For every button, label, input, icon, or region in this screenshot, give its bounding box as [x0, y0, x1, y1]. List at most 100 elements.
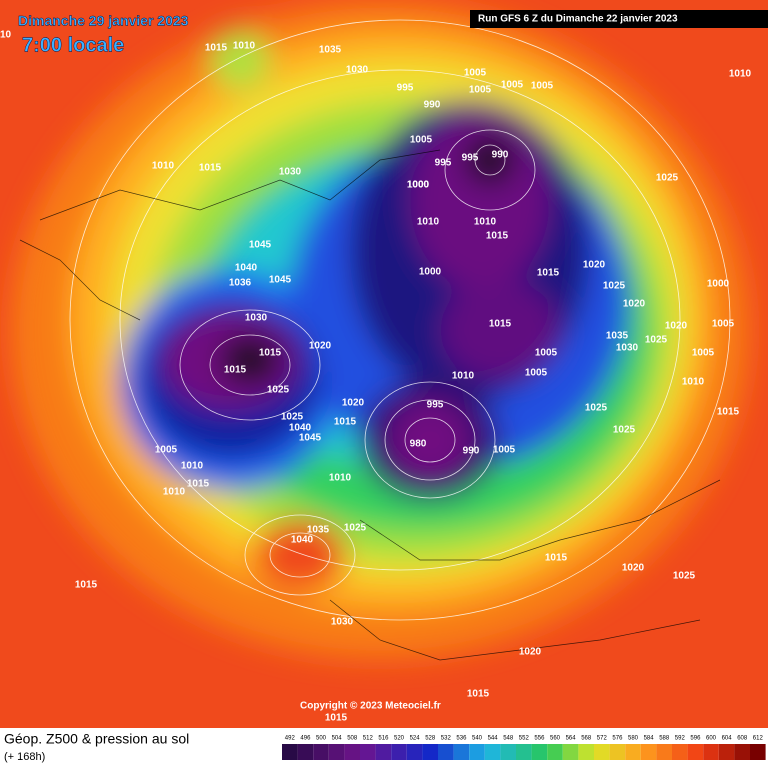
scale-label: 520	[394, 736, 405, 742]
scale-label: 544	[488, 736, 499, 742]
scale-label: 568	[581, 736, 592, 742]
scale-swatch	[391, 744, 407, 760]
isobar-label: 1020	[309, 341, 332, 352]
isobar-label: 1005	[525, 368, 548, 379]
scale-swatch	[656, 744, 672, 760]
scale-label: 548	[503, 736, 514, 742]
isobar-label: 1005	[493, 445, 516, 456]
scale-swatch	[313, 744, 329, 760]
scale-label: 604	[722, 736, 733, 742]
scale-swatch	[687, 744, 704, 760]
isobar-label: 1020	[665, 321, 688, 332]
scale-swatch	[578, 744, 594, 760]
scale-label: 584	[644, 736, 655, 742]
isobar-label: 1015	[199, 163, 222, 174]
scale-swatch	[484, 744, 501, 760]
scale-label: 552	[519, 736, 530, 742]
isobar-label: 1045	[249, 240, 272, 251]
scale-label: 556	[534, 736, 545, 742]
scale-label: 512	[363, 736, 374, 742]
isobar-label: 1020	[519, 647, 542, 658]
scale-swatch	[282, 744, 298, 760]
isobar-label: 1010	[452, 371, 475, 382]
scale-label: 528	[425, 736, 436, 742]
isobar-label: 1020	[342, 398, 365, 409]
isobar-label: 1030	[346, 65, 369, 76]
scale-label: 600	[706, 736, 717, 742]
scale-swatch	[297, 744, 314, 760]
scale-swatch	[360, 744, 376, 760]
isobar-label: 1020	[623, 299, 646, 310]
scale-swatch	[469, 744, 485, 760]
scale-label: 500	[316, 736, 327, 742]
isobar-label: 1040	[235, 263, 258, 274]
isobar-label: 1030	[331, 617, 354, 628]
isobar-label: 1015	[537, 268, 560, 279]
scale-swatch	[594, 744, 610, 760]
scale-swatch	[703, 744, 719, 760]
isobar-label: 1030	[245, 313, 268, 324]
isobar-label: 1040	[291, 535, 314, 546]
scale-swatch	[750, 744, 766, 760]
scale-swatch	[328, 744, 345, 760]
isobar-label: 1015	[467, 689, 490, 700]
scale-swatch	[406, 744, 423, 760]
forecast-date: Dimanche 29 janvier 2023	[18, 13, 189, 29]
isobar-label: 1010	[233, 41, 256, 52]
isobar-label: 1036	[229, 278, 252, 289]
run-info: Run GFS 6 Z du Dimanche 22 janvier 2023	[478, 14, 678, 25]
isobar-label: 990	[424, 100, 441, 111]
isobar-label: 1010	[329, 473, 352, 484]
isobar-label: 1015	[489, 319, 512, 330]
scale-label: 536	[456, 736, 467, 742]
isobar-label: 1015	[325, 713, 348, 724]
isobar-label: 1005	[531, 81, 554, 92]
legend-title: Géop. Z500 & pression au sol	[4, 731, 189, 747]
scale-swatch	[718, 744, 735, 760]
isobar-label: 1025	[656, 173, 679, 184]
isobar-label: 1015	[717, 407, 740, 418]
isobar-label: 1005	[464, 68, 487, 79]
scale-label: 532	[441, 736, 452, 742]
isobar-label: 1010	[417, 217, 440, 228]
isobar-label: 1025	[344, 523, 367, 534]
scale-label: 560	[550, 736, 561, 742]
isobar-label: 1025	[613, 425, 636, 436]
isobar-label: 1030	[279, 167, 302, 178]
isobar-label: 1035	[307, 525, 330, 536]
scale-swatch	[625, 744, 641, 760]
scale-swatch	[422, 744, 438, 760]
isobar-label: 1010	[163, 487, 186, 498]
run-banner	[470, 10, 768, 28]
scale-swatch	[609, 744, 626, 760]
isobar-label: 990	[463, 446, 480, 457]
scale-label: 596	[690, 736, 701, 742]
scale-label: 540	[472, 736, 483, 742]
scale-swatch	[375, 744, 392, 760]
isobar-label: 1000	[419, 267, 442, 278]
scale-label: 504	[332, 736, 343, 742]
lead-time: (+ 168h)	[4, 751, 45, 763]
isobar-label: 1005	[501, 80, 524, 91]
isobar-label: 1015	[205, 43, 228, 54]
isobar-label: 1035	[319, 45, 342, 56]
scale-label: 572	[597, 736, 608, 742]
isobar-label: 995	[397, 83, 414, 94]
isobar-label: 1010	[729, 69, 752, 80]
scale-label: 524	[410, 736, 421, 742]
isobar-label: 1015	[545, 553, 568, 564]
isobar-label: 1005	[692, 348, 715, 359]
scale-swatch	[453, 744, 470, 760]
scale-label: 580	[628, 736, 639, 742]
isobar-label: 1035	[606, 331, 629, 342]
isobar-label: 1000	[707, 279, 730, 290]
isobar-label: 1015	[75, 580, 98, 591]
scale-label: 516	[378, 736, 389, 742]
isobar-label: 1005	[535, 348, 558, 359]
scale-swatch	[531, 744, 548, 760]
scale-label: 592	[675, 736, 686, 742]
scale-label: 508	[347, 736, 358, 742]
isobar-label: 1005	[410, 135, 433, 146]
forecast-time: 7:00 locale	[22, 34, 124, 56]
